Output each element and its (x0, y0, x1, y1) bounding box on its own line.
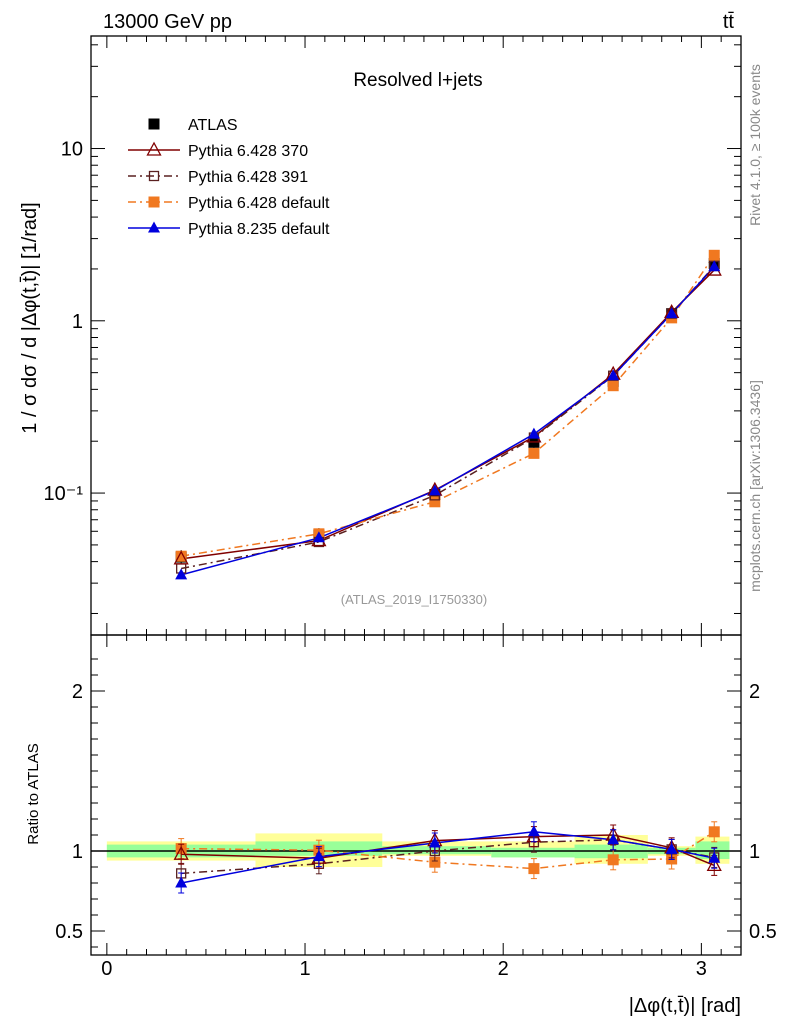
header-left: 13000 GeV pp (103, 11, 232, 33)
ratio-point-pythia-6-428-default (607, 854, 619, 866)
x-tick-label: 1 (299, 958, 310, 980)
line-pythia-6-428-370 (181, 269, 715, 560)
ratio-y-tick-label-left: 1 (72, 841, 83, 863)
point-pythia-6-428-default (708, 249, 720, 261)
chart-title: Resolved l+jets (353, 70, 482, 91)
ratio-point-pythia-6-428-default (708, 826, 720, 838)
legend: ATLAS Pythia 6.428 370 Pythia 6.428 391 Pyt… (128, 117, 330, 238)
ratio-uncertainty-bands (106, 833, 730, 867)
legend-marker-pythia-6-428-default (148, 196, 160, 208)
point-pythia-6-428-default (607, 380, 619, 392)
legend-label-pythia-6-428-370: Pythia 6.428 370 (188, 143, 308, 160)
ratio-point-pythia-6-428-370 (706, 857, 722, 872)
ratio-point-pythia-8-235-default (607, 833, 620, 845)
point-pythia-6-428-370 (173, 550, 189, 565)
ratio-point-pythia-8-235-default (428, 836, 441, 848)
ratio-point-pythia-8-235-default (665, 842, 678, 854)
point-pythia-6-428-default (175, 550, 187, 562)
mcplots-label: mcplots.cern.ch [arXiv:1306.3436] (747, 380, 763, 592)
x-tick-label: 0 (101, 958, 112, 980)
markers (173, 249, 722, 894)
ratio-point-pythia-8-235-default (708, 851, 721, 863)
y-axis-label: 1 / σ dσ / d |Δφ(t,t̄)| [1/rad] (19, 202, 41, 433)
watermark: (ATLAS_2019_I1750330) (341, 592, 487, 607)
point-pythia-8-235-default (428, 484, 441, 496)
main-series-lines (180, 254, 715, 576)
y-tick-label: 10⁻¹ (44, 483, 84, 505)
point-pythia-8-235-default (175, 568, 188, 580)
legend-label-pythia-6-428-default: Pythia 6.428 default (188, 195, 330, 212)
ratio-point-pythia-8-235-default (527, 825, 540, 837)
y-tick-label: 10 (61, 139, 83, 161)
legend-label-pythia-8-235-default: Pythia 8.235 default (188, 221, 330, 238)
legend-marker-pythia-6-428-391 (148, 170, 160, 182)
legend-marker-pythia-8-235-default (148, 221, 160, 233)
point-pythia-6-428-default (528, 447, 540, 459)
ratio-y-tick-label-right: 0.5 (749, 921, 777, 943)
axes: 0 1 2 3 10⁻¹ 1 10 0.5 0.5 1 1 2 2 (44, 35, 777, 980)
ratio-point-pythia-8-235-default (312, 850, 325, 862)
point-pythia-8-235-default (312, 531, 325, 543)
x-axis-label: |Δφ(t,t̄)| [rad] (629, 995, 741, 1017)
point-pythia-8-235-default (527, 427, 540, 439)
ratio-y-axis-label: Ratio to ATLAS (25, 743, 42, 844)
ratio-point-pythia-6-428-default (429, 856, 441, 868)
ratio-frame (90, 634, 742, 956)
point-pythia-6-428-default (429, 496, 441, 508)
ratio-point-pythia-6-428-default (528, 863, 540, 875)
line-pythia-6-428-391 (181, 265, 715, 570)
legend-marker-pythia-6-428-370 (146, 141, 162, 156)
point-pythia-8-235-default (607, 369, 620, 381)
band-stat-6 (695, 841, 730, 859)
x-tick-label: 2 (498, 958, 509, 980)
ratio-y-tick-label-right: 2 (749, 681, 760, 703)
point-pythia-8-235-default (665, 307, 678, 319)
point-pythia-8-235-default (708, 260, 721, 272)
rivet-label: Rivet 4.1.0, ≥ 100k events (747, 64, 763, 226)
y-tick-label: 1 (72, 311, 83, 333)
legend-marker-atlas (148, 118, 160, 130)
legend-label-atlas: ATLAS (188, 117, 238, 134)
ratio-point-pythia-6-428-370 (173, 845, 189, 860)
legend-label-pythia-6-428-391: Pythia 6.428 391 (188, 169, 308, 186)
ratio-y-tick-label-right: 1 (749, 841, 760, 863)
line-pythia-6-428-default (181, 254, 715, 557)
ratio-y-tick-label-left: 0.5 (55, 921, 83, 943)
ratio-point-pythia-8-235-default (175, 876, 188, 888)
x-tick-label: 3 (696, 958, 707, 980)
line-pythia-8-235-default (180, 266, 715, 576)
header-right: tt̄ (723, 11, 735, 33)
ratio-y-tick-label-left: 2 (72, 681, 83, 703)
